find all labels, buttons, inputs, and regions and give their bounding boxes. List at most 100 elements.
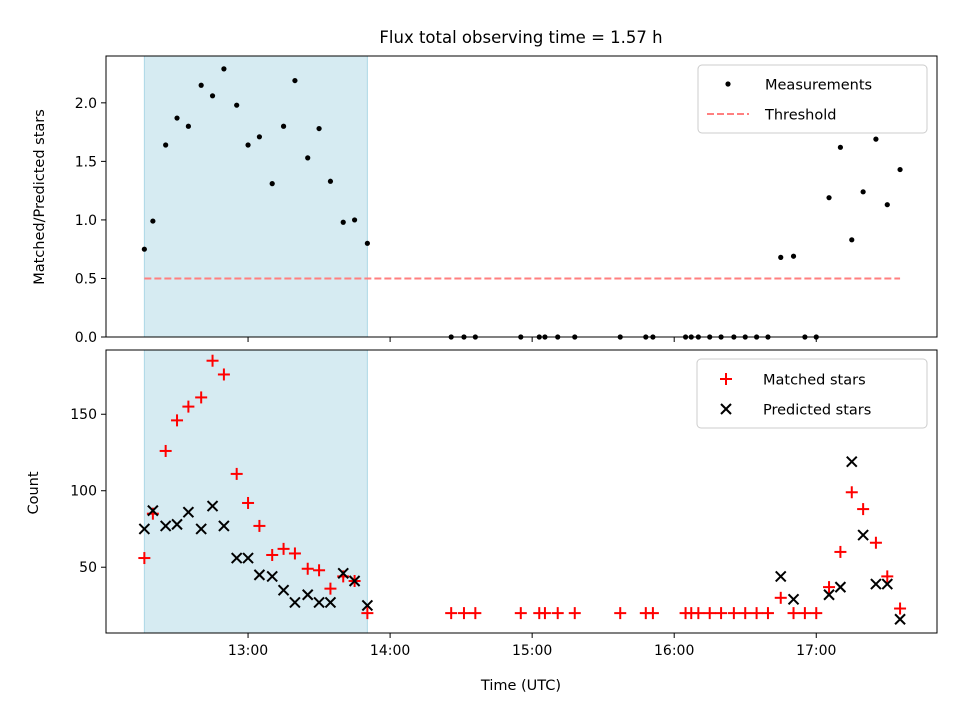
x-tick-label: 17:00 xyxy=(796,643,836,659)
matched-star-point xyxy=(171,414,184,427)
predicted-star-point xyxy=(313,596,325,609)
matched-star-point xyxy=(361,607,374,620)
y-tick-label: 1.0 xyxy=(75,213,97,229)
matched-star-point xyxy=(195,391,208,404)
matched-star-point xyxy=(798,607,811,620)
predicted-star-point xyxy=(823,589,835,601)
measurement-point xyxy=(163,142,169,148)
top-plot-frame xyxy=(105,55,938,338)
measurement-point xyxy=(351,217,358,223)
predicted-star-point xyxy=(147,504,159,517)
measurement-point xyxy=(873,136,879,142)
legend-marker-predicted xyxy=(720,403,732,415)
measurement-point xyxy=(826,195,832,201)
legend-label-matched: Matched stars xyxy=(763,373,866,389)
measurement-point xyxy=(849,237,855,243)
matched-star-point xyxy=(159,444,172,457)
matched-star-point xyxy=(288,547,301,560)
matched-star-point xyxy=(787,607,800,620)
measurement-point xyxy=(860,189,866,195)
measurement-point xyxy=(884,202,890,208)
predicted-star-point xyxy=(159,520,172,532)
bottom-y-axis-label: Count xyxy=(26,471,42,514)
predicted-star-point xyxy=(182,506,195,518)
predicted-star-point xyxy=(277,584,290,596)
matched-star-point xyxy=(568,607,581,620)
matched-star-point xyxy=(774,591,787,604)
predicted-star-point xyxy=(857,529,869,541)
matched-star-point xyxy=(138,552,151,565)
predicted-star-point xyxy=(846,455,858,468)
bottom-y-ticks: 50 100 150 xyxy=(70,407,106,576)
predicted-star-point xyxy=(206,500,219,512)
predicted-star-point xyxy=(171,518,183,531)
matched-star-point xyxy=(727,607,740,620)
predicted-star-point xyxy=(138,523,151,535)
bottom-panel: 50 100 150 13:00 14:00 15:00 16:00 17:00 Count… xyxy=(26,349,938,694)
legend-label-measurements: Measurements xyxy=(765,78,872,94)
x-axis-label: Time (UTC) xyxy=(480,678,561,694)
matched-star-point xyxy=(614,607,627,620)
x-tick-label: 15:00 xyxy=(512,643,552,659)
matched-star-point xyxy=(646,607,659,620)
top-legend: Measurements Threshold xyxy=(697,64,928,134)
matched-star-point xyxy=(750,607,763,620)
predicted-star-point xyxy=(253,569,266,581)
predicted-star-point xyxy=(266,570,278,583)
predicted-star-point xyxy=(230,552,243,564)
matched-star-point xyxy=(845,486,858,499)
measurement-point xyxy=(305,155,311,161)
measurement-point xyxy=(364,240,370,246)
measurement-point xyxy=(269,181,275,187)
predicted-star-point xyxy=(337,567,349,580)
matched-star-point xyxy=(266,548,279,561)
y-tick-label: 2.0 xyxy=(75,96,97,112)
predicted-star-point xyxy=(775,570,787,583)
y-tick-label: 1.5 xyxy=(75,154,97,170)
predicted-star-point xyxy=(218,520,230,532)
legend-label-threshold: Threshold xyxy=(764,108,836,124)
measurement-point xyxy=(778,254,784,260)
predicted-star-point xyxy=(302,589,314,601)
y-tick-label: 0.0 xyxy=(75,330,97,346)
x-tick-label: 13:00 xyxy=(228,643,268,659)
top-y-ticks: 0.0 0.5 1.0 1.5 2.0 xyxy=(75,96,106,346)
top-panel: 0.00.51.01.52.0 Matched/Predicted stars … xyxy=(32,55,938,346)
bottom-plot-frame xyxy=(105,349,938,634)
predicted-star-point xyxy=(289,596,301,609)
measurement-point xyxy=(256,134,263,140)
predicted-star-point xyxy=(787,593,800,606)
measurement-point xyxy=(141,246,147,252)
measurement-point xyxy=(185,123,191,129)
measurement-point xyxy=(790,253,797,259)
measurement-point xyxy=(340,219,346,225)
matched-star-point xyxy=(206,354,219,367)
matched-star-point xyxy=(703,607,716,620)
matched-star-point xyxy=(182,400,195,413)
matched-star-point xyxy=(324,582,337,595)
top-x-ticks xyxy=(247,337,817,342)
matched-star-point xyxy=(514,607,527,620)
predicted-star-point xyxy=(195,523,207,535)
matched-star-point xyxy=(538,607,551,620)
measurement-point xyxy=(292,77,298,84)
predicted-star-point xyxy=(361,599,374,612)
measurement-point xyxy=(209,93,216,99)
measurement-point xyxy=(316,125,322,132)
bottom-shaded-span xyxy=(143,349,368,634)
matched-star-point xyxy=(277,542,290,555)
measurement-point xyxy=(234,102,240,108)
predicted-star-point xyxy=(242,552,254,564)
matched-star-point xyxy=(551,607,564,620)
matched-star-point xyxy=(301,562,314,575)
matched-star-point xyxy=(823,581,836,594)
measurement-point xyxy=(150,218,156,224)
matched-star-point xyxy=(810,607,823,620)
top-shaded-span xyxy=(143,55,368,338)
matched-star-point xyxy=(834,545,847,558)
legend-label-predicted: Predicted stars xyxy=(763,403,871,419)
measurement-point xyxy=(280,123,287,129)
legend-marker-matched xyxy=(720,373,732,385)
matched-star-point xyxy=(445,607,458,620)
